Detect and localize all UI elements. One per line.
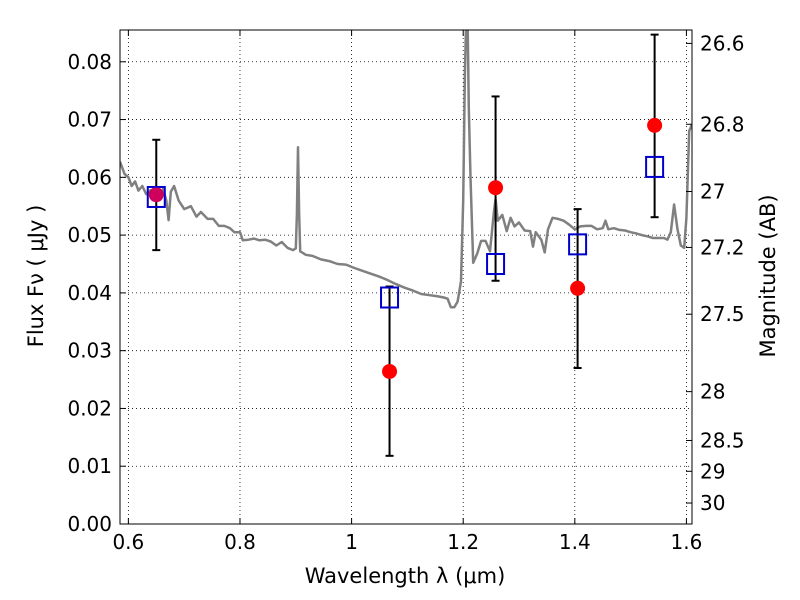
model-square <box>486 253 506 275</box>
x-tick-label: 1 <box>345 530 358 554</box>
model-square <box>645 155 665 178</box>
y2-axis-label: Magnitude (AB) <box>756 194 780 357</box>
y2-tick-label: 30 <box>700 491 725 515</box>
y-tick-label: 0.05 <box>67 223 112 247</box>
y2-tick-label: 27 <box>700 180 725 204</box>
y-tick-label: 0.07 <box>67 108 112 132</box>
observed-photometry-points <box>148 33 663 457</box>
y-tick-label: 0.04 <box>67 281 112 305</box>
x-tick-label: 1.2 <box>447 530 479 554</box>
model-photometry-squares <box>146 155 665 309</box>
y-tick-label: 0.08 <box>67 50 112 74</box>
overlap-point <box>148 187 164 203</box>
y2-tick-label: 27.2 <box>700 235 745 259</box>
y-tick-label: 0.00 <box>67 512 112 536</box>
y2-tick-label: 26.6 <box>700 31 745 55</box>
observed-point <box>647 117 663 133</box>
sed-model-line <box>120 30 692 309</box>
x-tick-label: 0.8 <box>224 530 256 554</box>
y2-tick-label: 28 <box>700 380 725 404</box>
y-tick-label: 0.01 <box>67 454 112 478</box>
y-axis-label: Flux Fν ( μJy ) <box>24 205 48 348</box>
x-tick-label: 1.4 <box>559 530 591 554</box>
x-tick-label: 1.6 <box>671 530 703 554</box>
sed-model-curve <box>120 30 692 309</box>
model-square <box>568 233 588 256</box>
observed-point <box>488 180 504 196</box>
y2-tick-label: 27.5 <box>700 302 745 326</box>
y-tick-label: 0.03 <box>67 339 112 363</box>
y2-tick-label: 26.8 <box>700 112 745 136</box>
x-tick-label: 0.6 <box>112 530 144 554</box>
y2-tick-label: 28.5 <box>700 428 745 452</box>
observed-point <box>570 280 586 296</box>
model-square <box>380 286 400 309</box>
y-tick-label: 0.02 <box>67 396 112 420</box>
model-square <box>146 185 166 208</box>
x-axis-label: Wavelength λ (μm) <box>305 564 506 588</box>
grid-lines <box>120 30 692 525</box>
observed-point <box>382 363 398 379</box>
y-tick-label: 0.06 <box>67 165 112 189</box>
plot-frame <box>119 29 693 525</box>
axis-ticks: 0.6 0.8 1 1.2 1.4 1.6 0.00 0.01 0.02 0.03 0.04 0.05… <box>67 30 745 554</box>
y2-tick-label: 29 <box>700 459 725 483</box>
